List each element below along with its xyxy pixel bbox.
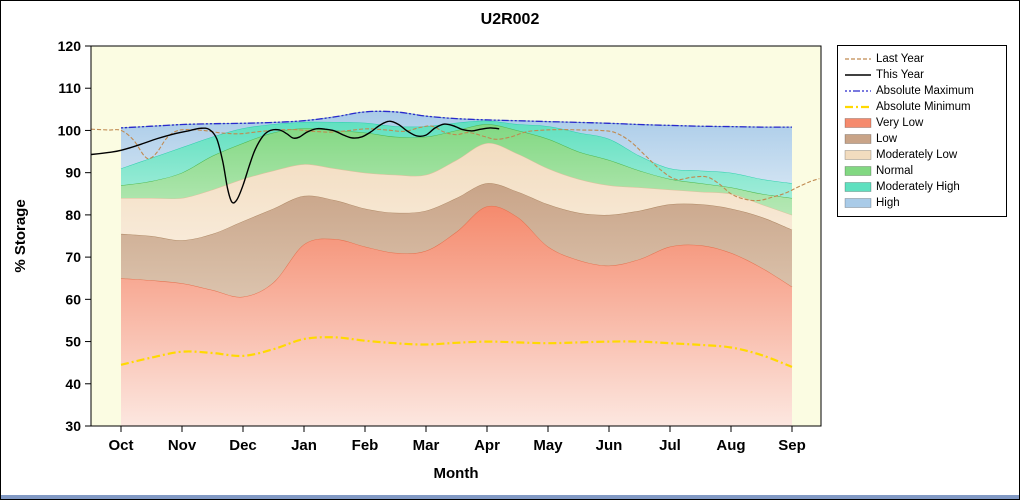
- x-tick-label: Aug: [716, 437, 745, 454]
- legend-label: Moderately Low: [876, 149, 958, 161]
- band-moderately-low: [121, 143, 792, 241]
- y-tick-label: 50: [65, 334, 81, 350]
- legend-swatch-moderately-low: [844, 150, 876, 160]
- legend-item-moderately-high: Moderately High: [844, 179, 1000, 195]
- legend-item-very-low: Very Low: [844, 115, 1000, 131]
- x-tick-label: Oct: [108, 437, 133, 454]
- y-axis-label: % Storage: [12, 199, 29, 272]
- legend-item-absolute-maximum: Absolute Maximum: [844, 83, 1000, 99]
- legend-item-high: High: [844, 195, 1000, 211]
- legend-item-absolute-minimum: Absolute Minimum: [844, 99, 1000, 115]
- legend-item-last-year: Last Year: [844, 51, 1000, 67]
- x-tick-label: Jun: [596, 437, 623, 454]
- y-tick-label: 40: [65, 376, 81, 392]
- legend-swatch-very-low: [844, 118, 876, 128]
- legend-item-normal: Normal: [844, 163, 1000, 179]
- band-high: [121, 111, 792, 184]
- legend-label: Moderately High: [876, 181, 960, 193]
- line-last-year: [91, 125, 820, 202]
- legend-item-low: Low: [844, 131, 1000, 147]
- x-tick-label: Mar: [413, 437, 440, 454]
- x-tick-label: Dec: [229, 437, 257, 454]
- legend-swatch-absolute-maximum: [844, 86, 876, 96]
- band-very-low: [121, 205, 792, 426]
- line-absolute-maximum: [120, 110, 792, 129]
- band-normal: [121, 124, 792, 215]
- y-tick-label: 60: [65, 291, 81, 307]
- x-axis-label: Month: [434, 465, 479, 482]
- x-tick-label: Feb: [352, 437, 379, 454]
- y-tick-label: 30: [65, 418, 81, 434]
- legend-label: Last Year: [876, 53, 924, 65]
- legend-label: Absolute Minimum: [876, 101, 971, 113]
- x-tick-label: Jan: [291, 437, 317, 454]
- x-tick-label: Apr: [474, 437, 500, 454]
- legend-item-this-year: This Year: [844, 67, 1000, 83]
- legend: Last Year This Year Absolute Maximum Absolu…: [837, 45, 1007, 217]
- y-tick-label: 110: [58, 80, 81, 96]
- x-tick-label: Sep: [778, 437, 806, 454]
- plot-frame: [90, 45, 822, 427]
- x-tick-label: Nov: [168, 437, 197, 454]
- legend-label: Absolute Maximum: [876, 85, 974, 97]
- line-absolute-minimum: [120, 336, 793, 368]
- legend-label: Very Low: [876, 117, 924, 129]
- legend-swatch-last-year: [844, 54, 876, 64]
- legend-swatch-this-year: [844, 70, 876, 80]
- legend-swatch-normal: [844, 166, 876, 176]
- legend-label: Low: [876, 133, 898, 145]
- y-tick-label: 90: [65, 165, 81, 181]
- line-this-year: [91, 120, 500, 204]
- legend-swatch-absolute-minimum: [844, 102, 876, 112]
- bottom-bar: [1, 495, 1019, 499]
- y-tick-label: 80: [65, 207, 81, 223]
- band-low: [121, 183, 792, 297]
- legend-swatch-moderately-high: [844, 182, 876, 192]
- x-tick-label: May: [533, 437, 563, 454]
- legend-item-moderately-low: Moderately Low: [844, 147, 1000, 163]
- y-tick-label: 70: [65, 249, 81, 265]
- legend-label: This Year: [876, 69, 924, 81]
- y-tick-label: 100: [58, 122, 82, 138]
- y-tick-label: 120: [58, 38, 82, 54]
- legend-swatch-low: [844, 134, 876, 144]
- legend-label: High: [876, 197, 900, 209]
- chart-title: U2R002: [480, 11, 540, 28]
- x-tick-label: Jul: [659, 437, 681, 454]
- legend-label: Normal: [876, 165, 914, 177]
- legend-swatch-high: [844, 198, 876, 208]
